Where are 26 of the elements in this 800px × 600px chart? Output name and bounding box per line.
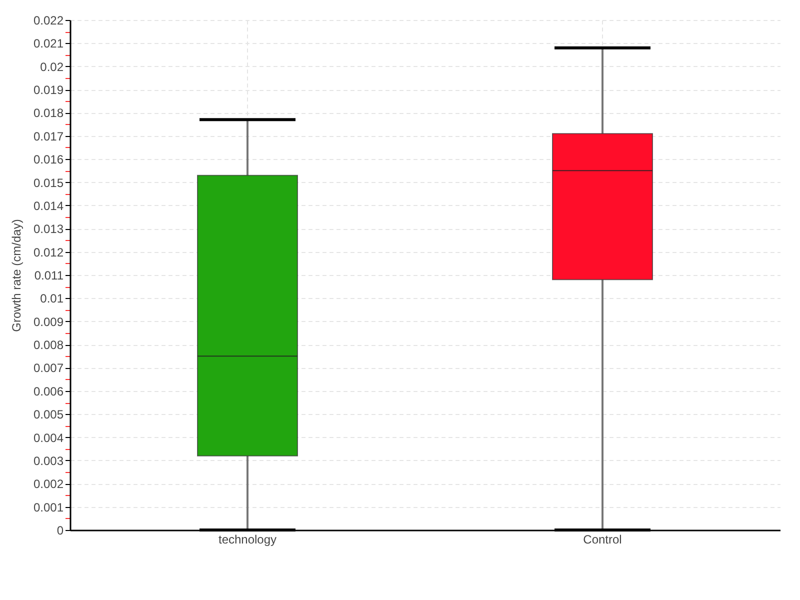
y-tick-label: 0.004 [33,430,64,445]
y-tick-label: 0.016 [33,152,64,167]
y-tick-label: 0.005 [33,408,64,422]
y-tick-label: 0.014 [33,198,64,213]
y-tick-label: 0.022 [33,14,64,28]
y-tick-label: 0.019 [33,83,64,98]
y-tick-label: 0.013 [33,222,64,236]
y-tick-label: 0.001 [33,500,64,514]
y-tick-label: 0.017 [33,129,64,144]
y-tick-label: 0.003 [33,454,64,468]
y-tick-label: 0.015 [33,176,64,190]
y-tick-label: 0.012 [33,245,64,260]
x-tick-label: technology [218,532,277,546]
y-tick-label: 0.006 [33,384,64,398]
y-tick-label: 0 [56,524,64,538]
y-tick-label: 0.02 [40,60,64,74]
x-tick-label: Control [583,532,622,546]
y-tick-label: 0.008 [33,338,64,352]
y-tick-label: 0.011 [34,268,64,282]
y-tick-label: 0.002 [33,477,64,492]
y-axis-title: Growth rate (cm/day) [9,219,24,332]
y-tick-label: 0.01 [40,292,64,306]
y-tick-label: 0.007 [33,361,64,376]
y-tick-label: 0.018 [33,106,64,120]
y-tick-label: 0.009 [33,314,64,329]
y-tick-label: 0.021 [33,36,64,51]
